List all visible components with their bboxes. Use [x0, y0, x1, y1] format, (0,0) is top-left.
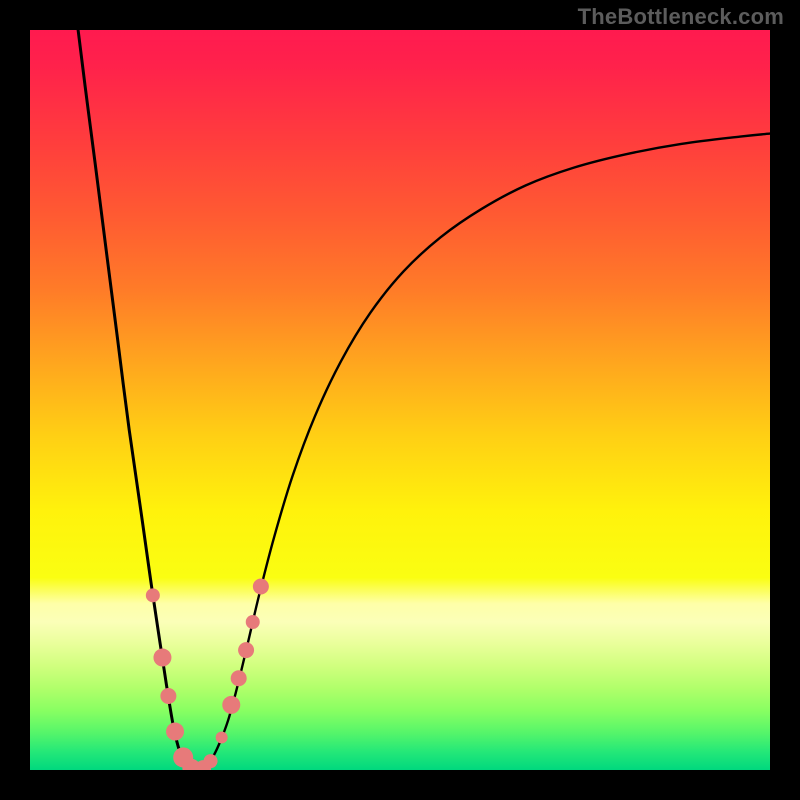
marker-point	[246, 615, 260, 629]
watermark-text: TheBottleneck.com	[578, 4, 784, 30]
marker-point	[231, 670, 247, 686]
marker-point	[222, 696, 240, 714]
marker-point	[253, 578, 269, 594]
marker-point	[204, 754, 218, 768]
marker-point	[238, 642, 254, 658]
plot-area	[30, 30, 770, 770]
plot-background	[30, 30, 770, 770]
chart-frame: TheBottleneck.com	[0, 0, 800, 800]
marker-point	[216, 731, 228, 743]
marker-point	[166, 723, 184, 741]
marker-point	[153, 649, 171, 667]
bottleneck-curve-chart	[30, 30, 770, 770]
marker-point	[160, 688, 176, 704]
marker-point	[146, 588, 160, 602]
